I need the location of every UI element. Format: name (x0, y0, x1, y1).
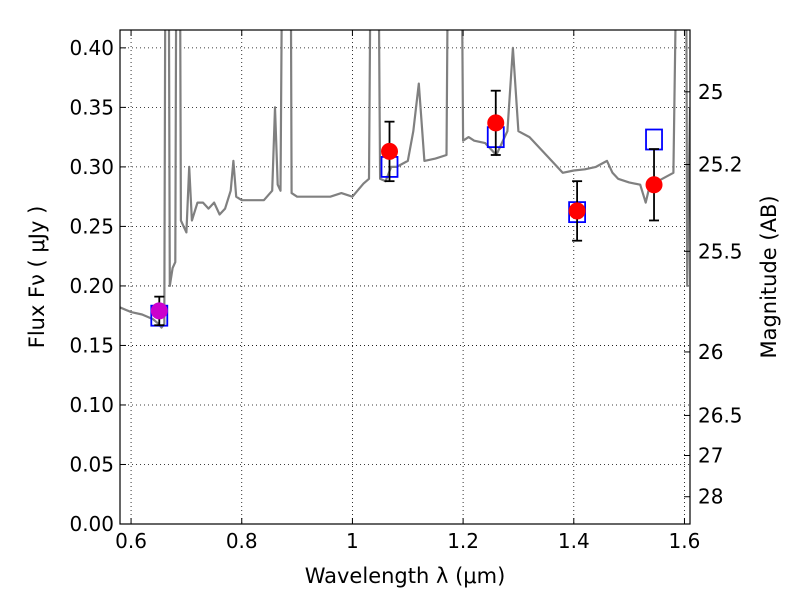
axis-ticks: 0.6 0.8 1 1.2 1.4 1.6 0.00 0.05 0.10 0.15 0.20 0.25… (69, 30, 743, 553)
x-axis-label: Wavelength λ (μm) (305, 564, 506, 588)
y-tick-label: 0.05 (69, 452, 114, 476)
y-tick-label: 0.00 (69, 512, 114, 536)
y-axis-label: Flux Fν ( μJy ) (25, 206, 49, 349)
observed-flux-point (568, 202, 586, 220)
x-tick-label: 1.4 (558, 529, 590, 553)
y-tick-label: 0.35 (69, 95, 114, 119)
plot-frame (119, 29, 691, 525)
spectrum-line (120, 30, 690, 329)
y2-tick-label: 28 (698, 485, 723, 509)
y-tick-label: 0.10 (69, 393, 114, 417)
y-tick-label: 0.40 (69, 36, 114, 60)
grid (120, 30, 690, 525)
y2-tick-label: 25.2 (698, 153, 743, 177)
observed-flux-point (381, 142, 399, 160)
observed-flux-point (150, 302, 168, 320)
x-tick-label: 1 (346, 529, 359, 553)
y-tick-label: 0.25 (69, 214, 114, 238)
y2-tick-label: 27 (698, 444, 723, 468)
y2-tick-label: 25.5 (698, 239, 743, 263)
model-spectrum (120, 30, 690, 329)
y2-axis-label: Magnitude (AB) (757, 195, 781, 358)
y2-tick-label: 25 (698, 80, 723, 104)
x-tick-label: 1.2 (447, 529, 479, 553)
y2-tick-label: 26 (698, 340, 723, 364)
data-markers (150, 89, 663, 327)
model-photometry-square (645, 128, 663, 151)
x-tick-label: 1.6 (669, 529, 701, 553)
y-tick-label: 0.15 (69, 333, 114, 357)
y2-tick-label: 26.5 (698, 403, 743, 427)
x-tick-label: 0.8 (226, 529, 258, 553)
observed-flux-point (645, 176, 663, 194)
observed-flux-point (487, 114, 505, 132)
x-tick-label: 0.6 (115, 529, 147, 553)
y-tick-label: 0.30 (69, 155, 114, 179)
y-tick-label: 0.20 (69, 274, 114, 298)
